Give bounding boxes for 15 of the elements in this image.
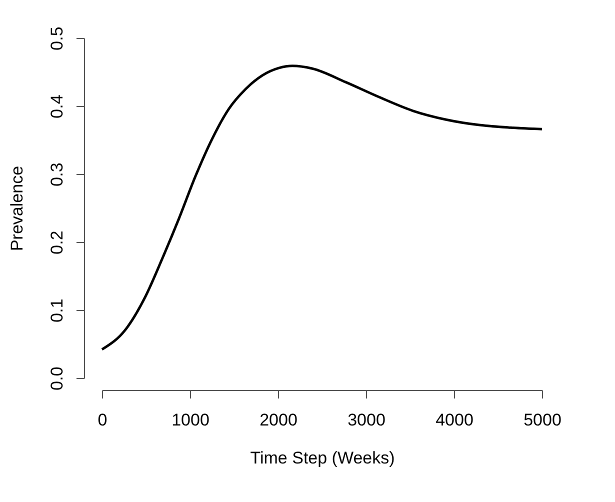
x-tick-label: 4000: [436, 410, 474, 430]
y-tick-label: 0.2: [48, 230, 66, 254]
y-tick-label: 0.3: [48, 162, 66, 186]
y-tick-label: 0.5: [48, 26, 66, 50]
x-tick-label: 1000: [172, 410, 210, 430]
y-tick-label: 0.1: [48, 298, 66, 322]
x-tick-label: 5000: [524, 410, 562, 430]
x-tick-label: 3000: [348, 410, 386, 430]
x-tick-label: 2000: [260, 410, 298, 430]
line-series: [100, 64, 544, 351]
y-axis-title: Prevalence: [8, 166, 26, 252]
x-tick-label: 0: [98, 410, 108, 430]
y-tick-label: 0.4: [48, 94, 66, 118]
x-axis-title: Time Step (Weeks): [250, 448, 395, 468]
y-tick-label: 0.0: [48, 366, 66, 390]
